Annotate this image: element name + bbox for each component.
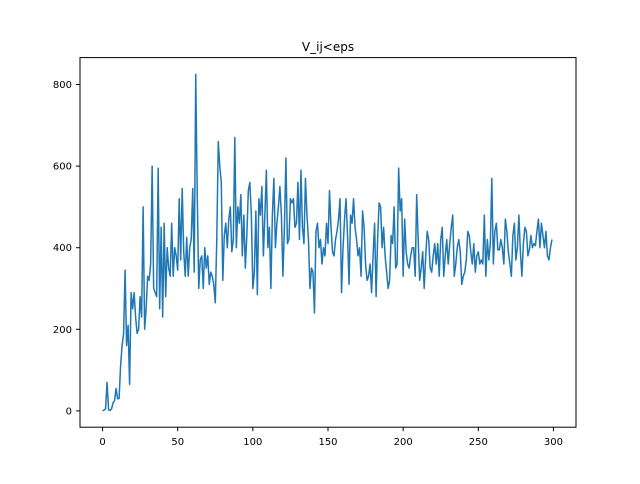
y-tick-label: 0 xyxy=(66,406,72,417)
axes: 0 50 100 150 200 250 300 0 200 400 600 800 xyxy=(53,80,563,448)
y-tick-label: 600 xyxy=(53,162,72,173)
plot-frame xyxy=(79,57,577,428)
plot-area xyxy=(102,73,553,412)
chart-title: V_ij<eps xyxy=(302,40,354,54)
series-line-0 xyxy=(102,73,553,412)
y-tick-label: 800 xyxy=(53,80,72,91)
x-tick-label: 150 xyxy=(318,437,337,448)
x-tick-label: 200 xyxy=(394,437,413,448)
x-tick-label: 100 xyxy=(243,437,262,448)
x-tick-label: 300 xyxy=(544,437,563,448)
x-tick-label: 250 xyxy=(469,437,488,448)
x-tick-label: 0 xyxy=(99,437,105,448)
x-tick-label: 50 xyxy=(171,437,184,448)
y-tick-label: 200 xyxy=(53,325,72,336)
y-tick-label: 400 xyxy=(53,243,72,254)
